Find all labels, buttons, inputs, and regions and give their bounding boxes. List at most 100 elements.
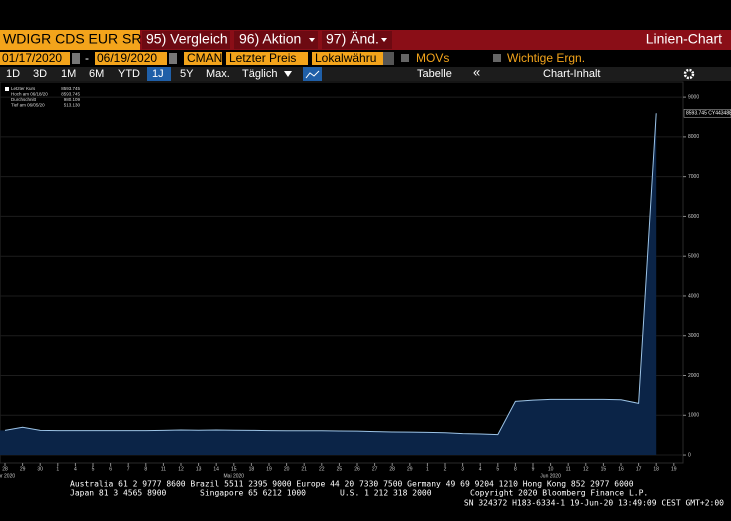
menu-item[interactable]: 95) Vergleich	[146, 31, 228, 47]
area	[0, 113, 657, 456]
dropdown-arrow	[284, 71, 292, 77]
footer-line: SN 324372 H183-6334-1 19-Jun-20 13:49:09…	[464, 499, 724, 508]
end-date[interactable]: 06/19/2020	[97, 51, 157, 65]
menu-item[interactable]: 96) Aktion	[239, 31, 301, 47]
field[interactable]: Letzter Preis	[229, 51, 296, 65]
collapse-button[interactable]: «	[473, 64, 480, 79]
security-box[interactable]	[0, 30, 140, 50]
period-button[interactable]: 6M	[89, 68, 104, 80]
settings-gear[interactable]	[683, 68, 695, 80]
x-tick-label: 29	[407, 466, 413, 472]
x-tick-label: 18	[249, 466, 255, 472]
checkbox[interactable]	[401, 54, 409, 62]
x-tick-label: 18	[653, 466, 659, 472]
x-tick-label: 4	[479, 466, 482, 472]
line	[4, 113, 657, 436]
y-tick-label: 7000	[688, 174, 699, 180]
x-tick-label: 15	[231, 466, 237, 472]
legend-value: 980.109	[64, 97, 81, 102]
legend-swatch	[5, 87, 9, 91]
x-tick-label: 29	[20, 466, 26, 472]
legend-label: Durchschnitt	[11, 97, 37, 102]
y-tick-label: 3000	[688, 333, 699, 339]
period-button[interactable]: Max.	[206, 68, 230, 80]
footer-line: Japan 81 3 4565 8900	[70, 489, 167, 498]
footer-line: U.S. 1 212 318 2000	[340, 489, 432, 498]
y-tick-label: 5000	[688, 254, 699, 260]
dropdown-arrow	[381, 38, 387, 42]
menu-button[interactable]	[322, 31, 392, 49]
menu-button[interactable]	[234, 31, 318, 49]
month-label: Apr 2020	[0, 473, 15, 479]
chart-icon	[305, 70, 320, 79]
x-tick-label: 11	[566, 466, 571, 472]
start-date[interactable]: 01/17/2020	[2, 51, 62, 65]
frequency[interactable]: Täglich	[242, 68, 277, 80]
period-button[interactable]: 3D	[33, 68, 47, 80]
y-tick-label: 1000	[688, 413, 699, 419]
field-select[interactable]	[226, 52, 308, 65]
menu-button[interactable]	[142, 31, 230, 49]
y-tick-label: 8000	[688, 134, 699, 140]
x-tick-label: 28	[389, 466, 395, 472]
currency-select[interactable]	[312, 52, 394, 65]
x-tick-label: 27	[372, 466, 378, 472]
x-tick-label: 14	[213, 466, 219, 472]
active-period	[147, 67, 171, 81]
last-price-label: 8593.745 CY443488	[686, 111, 731, 117]
x-tick-label: 6	[109, 466, 112, 472]
table-button[interactable]: Tabelle	[417, 68, 452, 80]
legend-label: Hoch am 06/18/20	[11, 92, 48, 97]
x-tick-label: 22	[319, 466, 325, 472]
x-tick-label: 17	[636, 466, 642, 472]
x-tick-label: 10	[548, 466, 554, 472]
currency[interactable]: Lokalwähru	[315, 51, 376, 65]
date-field[interactable]	[0, 52, 70, 65]
view-title: Linien-Chart	[646, 31, 722, 47]
y-tick-label: 6000	[688, 214, 699, 220]
period-button[interactable]: YTD	[118, 68, 140, 80]
content-button[interactable]: Chart-Inhalt	[543, 68, 600, 80]
checkbox[interactable]	[493, 54, 501, 62]
chart-type-button[interactable]	[303, 67, 322, 81]
footer-line: Copyright 2020 Bloomberg Finance L.P.	[470, 489, 648, 498]
x-tick-label: 15	[601, 466, 607, 472]
legend-value: 513.130	[64, 103, 81, 108]
footer-line: Singapore 65 6212 1000	[200, 489, 306, 498]
events[interactable]: Wichtige Ergn.	[507, 51, 585, 65]
x-tick-label: 2	[444, 466, 447, 472]
period-button[interactable]: 5Y	[180, 68, 194, 80]
period-group: 1D 3D 1M 6M YTD 1J 5Y Max.	[6, 67, 230, 81]
calendar-icon[interactable]	[72, 53, 80, 64]
date-separator: -	[85, 51, 89, 65]
x-tick-label: 19	[266, 466, 272, 472]
movs[interactable]: MOVs	[416, 51, 449, 65]
month-label: Mai 2020	[224, 473, 245, 479]
x-tick-label: 16	[618, 466, 624, 472]
dropdown-button[interactable]	[383, 52, 394, 65]
source[interactable]: CMAN	[187, 51, 222, 65]
y-tick-label: 4000	[688, 293, 699, 299]
legend-label: Letzter Kurs	[11, 86, 36, 91]
y-tick-label: 2000	[688, 373, 699, 379]
x-tick-label: 8	[514, 466, 517, 472]
x-tick-label: 8	[144, 466, 147, 472]
x-tick-label: 19	[671, 466, 677, 472]
period-button[interactable]: 1D	[6, 68, 20, 80]
last-price-box	[683, 109, 731, 118]
calendar-icon[interactable]	[169, 53, 177, 64]
source-field[interactable]	[184, 52, 222, 65]
month-label: Jun 2020	[540, 473, 561, 479]
date-field[interactable]	[95, 52, 167, 65]
y-tick-label: 0	[688, 452, 691, 458]
menu-item[interactable]: 97) Änd.	[326, 31, 379, 47]
period-button[interactable]: 1M	[61, 68, 76, 80]
x-tick-label: 1	[56, 466, 59, 472]
x-tick-label: 12	[178, 466, 184, 472]
x-tick-label: 7	[127, 466, 130, 472]
x-tick-label: 11	[161, 466, 166, 472]
period-button[interactable]: 1J	[152, 68, 164, 80]
x-tick-label: 20	[284, 466, 290, 472]
